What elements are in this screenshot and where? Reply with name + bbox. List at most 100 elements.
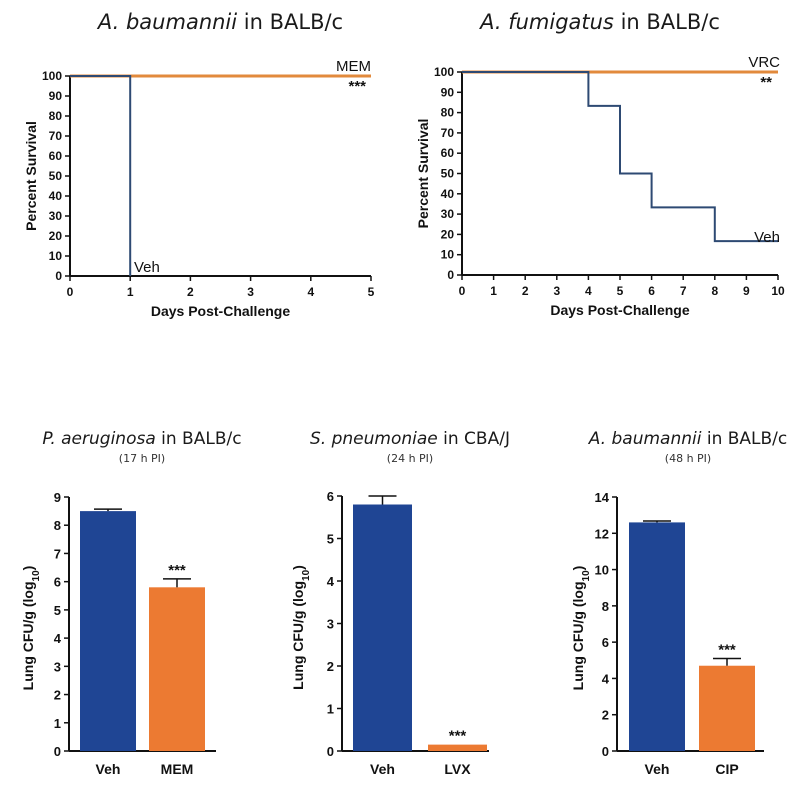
y-axis-label: Lung CFU/g (log10) (570, 566, 592, 691)
y-axis-label: Lung CFU/g (log10) (20, 566, 42, 691)
y-tick-label: 3 (327, 617, 334, 632)
y-tick-label: 14 (595, 490, 610, 505)
y-tick-label: 100 (42, 69, 62, 83)
chart-title-italic: S. pneumoniae (310, 429, 438, 449)
y-tick-label: 10 (595, 563, 609, 578)
series-label-vrc: VRC (748, 54, 780, 71)
chart-title-rest: in CBA/J (438, 429, 510, 449)
survival_abaumannii: A. baumannii in BALB/c0 1 2 3 4 5010203040506… (23, 10, 375, 319)
y-tick-label: 40 (441, 187, 455, 201)
y-tick-label: 50 (49, 169, 63, 183)
bar-veh (629, 522, 685, 751)
y-axis-label-sub: 10 (301, 569, 312, 581)
chart-title: P. aeruginosa in BALB/c (42, 429, 241, 449)
x-tick-label: 6 (648, 284, 655, 298)
x-axis-label: Days Post-Challenge (151, 303, 290, 319)
y-axis-label: Percent Survival (23, 121, 39, 231)
x-tick-label: 3 (553, 284, 560, 298)
y-tick-label: 8 (602, 599, 609, 614)
x-axis-label: Days Post-Challenge (550, 302, 689, 318)
y-tick-label: 0 (602, 744, 609, 759)
y-tick-label: 0 (54, 744, 61, 759)
cfu_paeruginosa: P. aeruginosa in BALB/c (17 h PI) 0 1 2 3 4 5 6 7… (20, 429, 242, 777)
chart-title: A. baumannii in BALB/c (96, 10, 343, 34)
chart-title-italic: A. baumannii (588, 429, 702, 449)
y-tick-label: 20 (441, 227, 455, 241)
x-tick-label: 7 (680, 284, 687, 298)
chart-title-italic: A. fumigatus (478, 10, 614, 34)
chart-subtitle: (48 h PI) (665, 452, 711, 465)
y-tick-label: 2 (327, 659, 334, 674)
y-axis-label-close: ) (20, 566, 36, 571)
chart-subtitle: (17 h PI) (119, 452, 165, 465)
chart-title: A. baumannii in BALB/c (588, 429, 788, 449)
y-tick-label: 5 (327, 532, 334, 547)
chart-title-italic: A. baumannii (96, 10, 237, 34)
significance-label: *** (449, 728, 467, 745)
y-tick-label: 6 (54, 575, 61, 590)
survival_afumigatus: A. fumigatus in BALB/c0 1 2 3 4 5 6 7 8 9 10010203… (415, 10, 785, 318)
y-tick-label: 50 (441, 167, 455, 181)
y-axis-label-main: Lung CFU/g (log (290, 581, 306, 690)
y-tick-label: 12 (595, 526, 609, 541)
y-tick-label: 100 (434, 65, 454, 79)
y-tick-label: 8 (54, 518, 61, 533)
x-tick-label: 3 (247, 285, 254, 299)
chart-title: S. pneumoniae in CBA/J (310, 429, 510, 449)
series-line-veh (70, 75, 132, 276)
x-tick-label: 9 (743, 284, 750, 298)
y-tick-label: 6 (327, 489, 334, 504)
chart-subtitle: (24 h PI) (387, 452, 433, 465)
y-tick-label: 9 (54, 490, 61, 505)
y-tick-label: 2 (602, 708, 609, 723)
chart-title-italic: P. aeruginosa (42, 429, 155, 449)
y-tick-label: 80 (49, 109, 63, 123)
cfu_abaumannii: A. baumannii in BALB/c (48 h PI) 0 2 4 6 8 10 12… (570, 429, 787, 777)
bar-veh (353, 504, 412, 751)
x-tick-label: 1 (490, 284, 497, 298)
cfu_spneumoniae: S. pneumoniae in CBA/J (24 h PI) 0 1 2 3 4 5 6 Lu… (290, 429, 510, 777)
y-tick-label: 5 (54, 603, 61, 618)
chart-title-rest: in BALB/c (237, 10, 343, 34)
y-tick-label: 90 (441, 85, 455, 99)
significance-label: *** (348, 78, 366, 95)
category-label-veh: Veh (370, 761, 395, 777)
y-axis-label: Percent Survival (415, 119, 431, 229)
y-tick-label: 7 (54, 546, 61, 561)
y-axis-label-main: Lung CFU/g (log (20, 581, 36, 690)
y-tick-label: 70 (49, 129, 63, 143)
bar-mem (149, 587, 205, 751)
chart-title-rest: in BALB/c (701, 429, 787, 449)
category-label-veh: Veh (96, 761, 121, 777)
y-tick-label: 1 (327, 702, 334, 717)
series-line-veh (462, 71, 778, 243)
bar-veh (80, 511, 136, 751)
category-label-lvx: LVX (444, 761, 471, 777)
y-axis-label-close: ) (570, 566, 586, 571)
y-tick-label: 10 (441, 248, 455, 262)
y-tick-label: 4 (327, 574, 335, 589)
chart-title: A. fumigatus in BALB/c (478, 10, 720, 34)
y-tick-label: 60 (49, 149, 63, 163)
y-tick-label: 30 (441, 207, 455, 221)
series-label-mem: MEM (336, 58, 371, 75)
y-tick-label: 60 (441, 146, 455, 160)
y-tick-label: 4 (602, 671, 610, 686)
category-label-mem: MEM (161, 761, 194, 777)
y-axis-label-sub: 10 (31, 570, 42, 582)
y-tick-label: 0 (327, 744, 334, 759)
x-tick-label: 2 (522, 284, 529, 298)
x-tick-label: 1 (127, 285, 134, 299)
category-label-veh: Veh (645, 761, 670, 777)
x-tick-label: 4 (307, 285, 314, 299)
y-tick-label: 2 (54, 688, 61, 703)
y-tick-label: 3 (54, 659, 61, 674)
y-tick-label: 40 (49, 189, 63, 203)
y-axis-label: Lung CFU/g (log10) (290, 565, 312, 690)
y-tick-label: 20 (49, 229, 63, 243)
y-tick-label: 10 (49, 249, 63, 263)
chart-title-rest: in BALB/c (614, 10, 720, 34)
x-tick-label: 10 (771, 284, 785, 298)
y-tick-label: 4 (54, 631, 62, 646)
